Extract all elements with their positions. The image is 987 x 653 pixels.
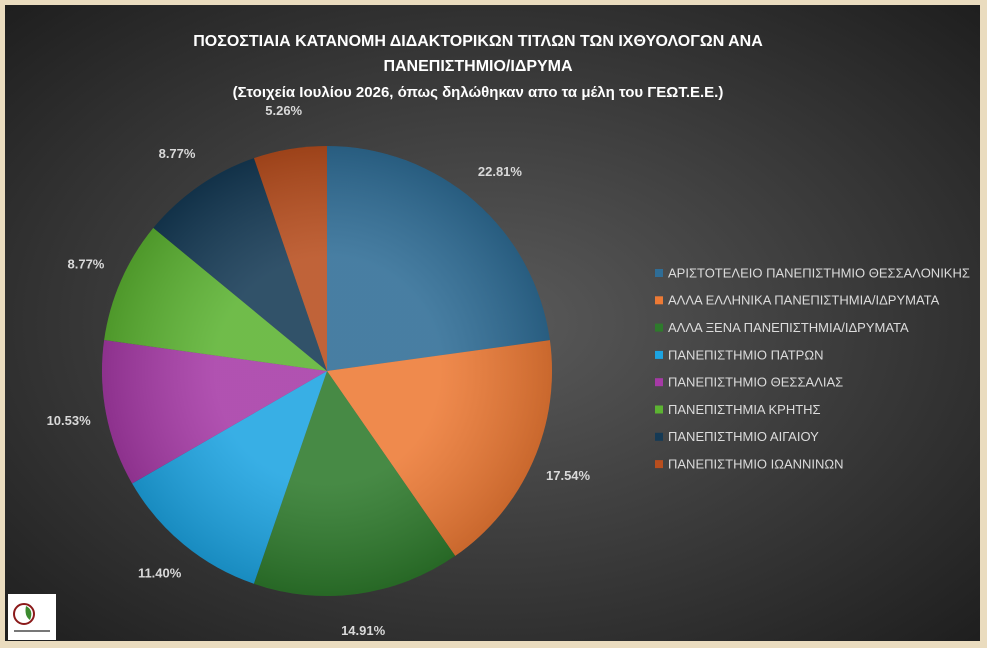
legend-swatch (655, 405, 663, 414)
chart-title: ΠΑΝΕΠΙΣΤΗΜΙΟ/ΙΔΡΥΜΑ (383, 58, 573, 75)
legend-label: ΠΑΝΕΠΙΣΤΗΜΙΑ ΚΡΗΤΗΣ (668, 402, 821, 417)
legend-swatch (655, 378, 663, 387)
chart-title: ΠΟΣΟΣΤΙΑΙΑ ΚΑΤΑΝΟΜΗ ΔΙΔΑΚΤΟΡΙΚΩΝ ΤΙΤΛΩΝ … (193, 33, 763, 50)
chart-subtitle: (Στοιχεία Ιουλίου 2026, όπως δηλώθηκαν α… (233, 84, 724, 101)
legend-label: ΠΑΝΕΠΙΣΤΗΜΙΟ ΠΑΤΡΩΝ (668, 347, 823, 362)
legend-swatch (655, 432, 663, 441)
legend-label: ΠΑΝΕΠΙΣΤΗΜΙΟ ΘΕΣΣΑΛΙΑΣ (668, 375, 843, 390)
legend-label: ΠΑΝΕΠΙΣΤΗΜΙΟ ΙΩΑΝΝΙΝΩΝ (668, 457, 844, 472)
data-label: 14.91% (341, 623, 386, 638)
legend-swatch (655, 350, 663, 359)
legend-swatch (655, 269, 663, 277)
data-label: 5.26% (265, 103, 302, 118)
legend-label: ΑΛΛΑ ΞΕΝΑ ΠΑΝΕΠΙΣΤΗΜΙΑ/ΙΔΡΥΜΑΤΑ (668, 320, 909, 335)
legend-swatch (655, 296, 663, 305)
data-label: 22.81% (478, 164, 523, 179)
data-label: 17.54% (546, 468, 591, 483)
logo (8, 594, 56, 640)
legend-swatch (655, 323, 663, 332)
data-label: 10.53% (47, 413, 92, 428)
data-label: 11.40% (138, 566, 182, 581)
legend-swatch (655, 460, 663, 469)
data-label: 8.77% (68, 257, 105, 272)
legend-label: ΑΡΙΣΤΟΤΕΛΕΙΟ ΠΑΝΕΠΙΣΤΗΜΙΟ ΘΕΣΣΑΛΟΝΙΚΗΣ (668, 265, 970, 280)
data-label: 8.77% (159, 146, 196, 161)
legend-label: ΠΑΝΕΠΙΣΤΗΜΙΟ ΑΙΓΑΙΟΥ (668, 429, 819, 444)
legend-label: ΑΛΛΑ ΕΛΛΗΝΙΚΑ ΠΑΝΕΠΙΣΤΗΜΙΑ/ΙΔΡΥΜΑΤΑ (668, 293, 940, 308)
